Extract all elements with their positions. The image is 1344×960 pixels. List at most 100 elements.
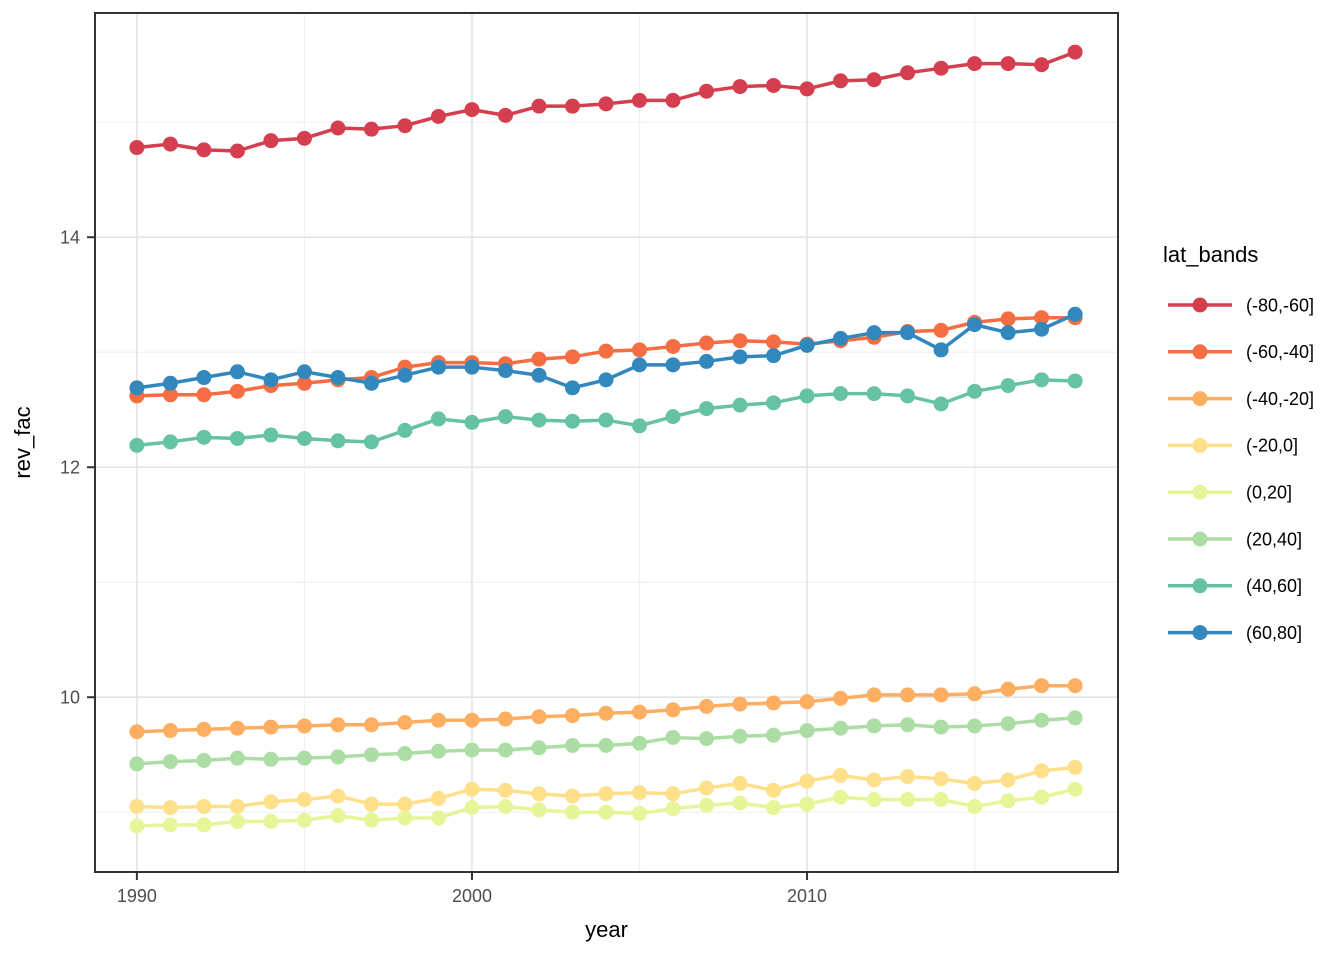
x-tick-label: 2010 bbox=[787, 886, 827, 906]
data-point bbox=[497, 798, 513, 814]
data-point bbox=[732, 795, 748, 811]
data-point bbox=[1034, 321, 1050, 337]
legend-key-dot bbox=[1192, 344, 1208, 360]
legend-key-dot bbox=[1192, 297, 1208, 313]
data-point bbox=[162, 723, 178, 739]
data-point bbox=[632, 92, 648, 108]
data-point bbox=[799, 773, 815, 789]
data-point bbox=[632, 735, 648, 751]
data-point bbox=[330, 808, 346, 824]
data-point bbox=[665, 338, 681, 354]
data-point bbox=[129, 818, 145, 834]
data-point bbox=[397, 367, 413, 383]
data-point bbox=[330, 717, 346, 733]
data-point bbox=[866, 325, 882, 341]
y-tick-label: 14 bbox=[60, 228, 80, 248]
data-point bbox=[162, 434, 178, 450]
data-point bbox=[799, 337, 815, 353]
data-point bbox=[162, 136, 178, 152]
data-point bbox=[296, 792, 312, 808]
data-point bbox=[564, 380, 580, 396]
data-point bbox=[699, 401, 715, 417]
data-point bbox=[129, 437, 145, 453]
data-point bbox=[598, 786, 614, 802]
data-point bbox=[833, 690, 849, 706]
data-point bbox=[397, 810, 413, 826]
data-point bbox=[263, 719, 279, 735]
data-point bbox=[564, 788, 580, 804]
data-point bbox=[799, 694, 815, 710]
data-point bbox=[229, 798, 245, 814]
data-point bbox=[363, 121, 379, 137]
data-point bbox=[263, 813, 279, 829]
legend-label: (0,20] bbox=[1246, 483, 1292, 503]
data-point bbox=[397, 746, 413, 762]
data-point bbox=[129, 756, 145, 772]
data-point bbox=[1067, 678, 1083, 694]
data-point bbox=[699, 698, 715, 714]
data-point bbox=[430, 810, 446, 826]
data-point bbox=[598, 705, 614, 721]
data-point bbox=[665, 92, 681, 108]
data-point bbox=[1034, 372, 1050, 388]
legend-key-dot bbox=[1192, 531, 1208, 547]
data-point bbox=[632, 357, 648, 373]
data-point bbox=[632, 785, 648, 801]
data-point bbox=[665, 702, 681, 718]
data-point bbox=[564, 98, 580, 114]
data-point bbox=[699, 353, 715, 369]
data-point bbox=[296, 812, 312, 828]
data-point bbox=[598, 804, 614, 820]
data-point bbox=[632, 704, 648, 720]
data-point bbox=[229, 430, 245, 446]
data-point bbox=[296, 430, 312, 446]
data-point bbox=[464, 781, 480, 797]
data-point bbox=[900, 687, 916, 703]
legend-label: (-40,-20] bbox=[1246, 389, 1314, 409]
data-point bbox=[196, 387, 212, 403]
legend-label: (-80,-60] bbox=[1246, 295, 1314, 315]
data-point bbox=[363, 747, 379, 763]
data-point bbox=[430, 411, 446, 427]
data-point bbox=[598, 96, 614, 112]
data-point bbox=[866, 687, 882, 703]
data-point bbox=[1067, 373, 1083, 389]
legend-key-dot bbox=[1192, 625, 1208, 641]
data-point bbox=[1000, 56, 1016, 72]
data-point bbox=[363, 375, 379, 391]
data-point bbox=[866, 386, 882, 402]
data-point bbox=[933, 342, 949, 358]
data-point bbox=[900, 65, 916, 81]
data-point bbox=[833, 73, 849, 89]
data-point bbox=[531, 351, 547, 367]
data-point bbox=[933, 687, 949, 703]
data-point bbox=[799, 796, 815, 812]
data-point bbox=[632, 418, 648, 434]
legend-label: (40,60] bbox=[1246, 576, 1302, 596]
data-point bbox=[632, 342, 648, 358]
data-point bbox=[1034, 789, 1050, 805]
data-point bbox=[900, 388, 916, 404]
data-point bbox=[196, 817, 212, 833]
data-point bbox=[1000, 681, 1016, 697]
data-point bbox=[1067, 44, 1083, 60]
data-point bbox=[531, 98, 547, 114]
data-point bbox=[933, 719, 949, 735]
data-point bbox=[296, 718, 312, 734]
legend-key-dot bbox=[1192, 437, 1208, 453]
data-point bbox=[296, 130, 312, 146]
data-point bbox=[363, 812, 379, 828]
data-point bbox=[900, 717, 916, 733]
data-point bbox=[967, 798, 983, 814]
data-point bbox=[732, 397, 748, 413]
data-point bbox=[430, 359, 446, 375]
data-point bbox=[1067, 710, 1083, 726]
data-point bbox=[699, 731, 715, 747]
data-point bbox=[196, 721, 212, 737]
data-point bbox=[296, 750, 312, 766]
data-point bbox=[1067, 759, 1083, 775]
data-point bbox=[1000, 311, 1016, 327]
data-point bbox=[866, 792, 882, 808]
data-point bbox=[397, 715, 413, 731]
